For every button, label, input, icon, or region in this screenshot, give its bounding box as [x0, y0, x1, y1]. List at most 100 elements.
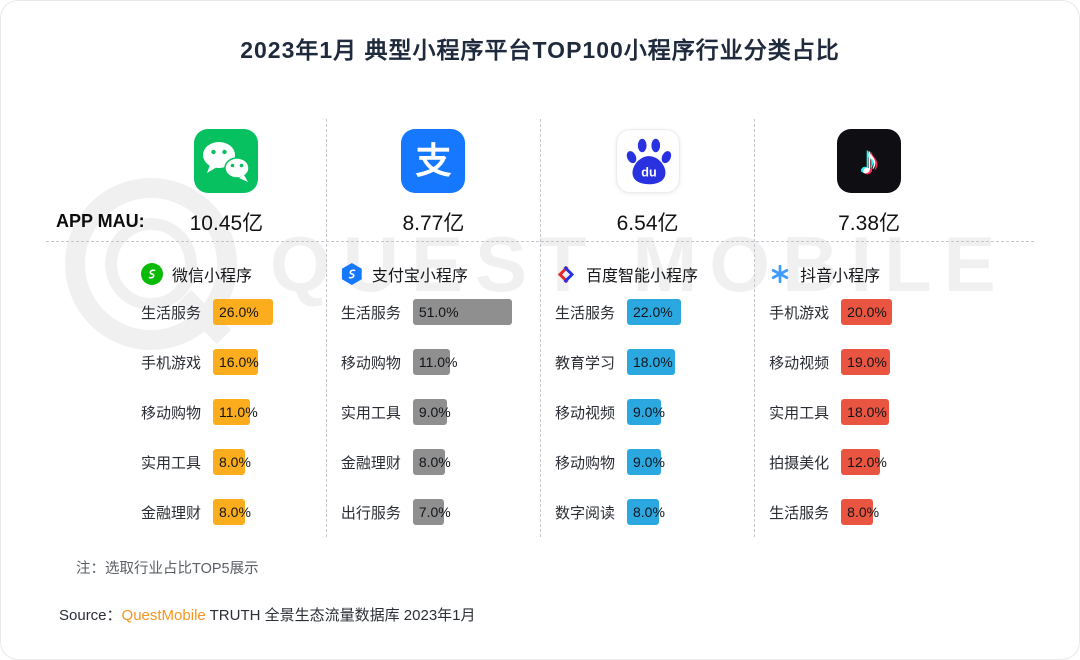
- category-bar: 8.0%: [213, 499, 251, 525]
- category-percent: 9.0%: [632, 404, 665, 420]
- category-label: 手机游戏: [769, 304, 830, 322]
- category-percent: 9.0%: [632, 454, 665, 470]
- category-bar: 8.0%: [626, 499, 665, 525]
- platform-header: 抖音小程序: [769, 261, 969, 287]
- wechat-mini-program-icon: [141, 263, 163, 285]
- category-row: 生活服务 26.0%: [141, 287, 312, 337]
- category-label: 实用工具: [769, 404, 830, 422]
- category-label: 出行服务: [340, 504, 401, 522]
- category-bar: 18.0%: [841, 399, 890, 425]
- platform-name: 抖音小程序: [800, 268, 881, 285]
- app-mau-label: APP MAU:: [56, 211, 145, 231]
- category-bar: 51.0%: [412, 299, 512, 325]
- category-row: 出行服务 7.0%: [341, 487, 526, 537]
- category-bar: 8.0%: [841, 499, 879, 525]
- app-mau-value: 7.38亿: [838, 212, 900, 235]
- alipay-logo-glyph: 支: [415, 140, 452, 181]
- douyin-note-glyph: ♪: [859, 139, 880, 183]
- category-row: 移动视频 9.0%: [555, 387, 740, 437]
- platform-name: 微信小程序: [172, 268, 253, 285]
- source-prefix: Source：: [59, 607, 122, 624]
- category-percent: 12.0%: [847, 454, 887, 470]
- category-label: 数字阅读: [554, 504, 615, 522]
- category-label: 生活服务: [554, 304, 615, 322]
- category-label: 生活服务: [769, 504, 830, 522]
- category-bar: 19.0%: [841, 349, 891, 375]
- category-label: 移动视频: [769, 354, 830, 372]
- category-bar: 9.0%: [626, 399, 665, 425]
- category-row: 移动购物 11.0%: [141, 387, 312, 437]
- chart-board: QUEST MOBILE APP MAU:: [46, 119, 1034, 537]
- category-rows: 手机游戏 20.0% 移动视频 19.0% 实用工具 18.0% 拍摄美化 12.0% 生活服务…: [769, 287, 969, 537]
- category-percent: 11.0%: [219, 404, 258, 420]
- category-bar: 11.0%: [213, 399, 258, 425]
- chart-title: 2023年1月 典型小程序平台TOP100小程序行业分类占比: [240, 37, 840, 63]
- douyin-app-icon: ♪: [837, 129, 902, 193]
- source-brand: QuestMobile: [121, 607, 206, 624]
- category-percent: 18.0%: [632, 354, 673, 370]
- source-line: Source：QuestMobile TRUTH 全景生态流量数据库 2023年…: [59, 604, 1079, 625]
- category-label: 移动视频: [554, 404, 615, 422]
- category-bar: 8.0%: [412, 449, 451, 475]
- category-bar: 12.0%: [841, 449, 887, 475]
- category-percent: 8.0%: [847, 504, 880, 520]
- category-bar: 9.0%: [626, 449, 665, 475]
- category-bar: 22.0%: [626, 299, 681, 325]
- category-label: 移动购物: [340, 354, 401, 372]
- baidu-app-icon: du: [615, 129, 680, 193]
- category-percent: 7.0%: [418, 504, 451, 520]
- category-label: 移动购物: [141, 404, 202, 422]
- category-row: 移动购物 11.0%: [341, 337, 526, 387]
- category-bar: 7.0%: [412, 499, 451, 525]
- wechat-app-icon: [194, 129, 259, 193]
- category-label: 教育学习: [554, 354, 615, 372]
- baidu-paw-icon: du: [626, 138, 671, 185]
- app-mau-value: 8.77亿: [402, 212, 465, 235]
- platform-grid: 10.45亿 微信小程序 生活服务 26.0% 手机游戏 16.0% 移动购物 11.0%…: [56, 119, 1024, 537]
- category-label: 移动购物: [554, 454, 615, 472]
- category-bar: 16.0%: [213, 349, 259, 375]
- category-percent: 19.0%: [847, 354, 887, 370]
- category-row: 移动购物 9.0%: [555, 437, 740, 487]
- category-rows: 生活服务 51.0% 移动购物 11.0% 实用工具 9.0% 金融理财 8.0% 出行服务 7.…: [341, 287, 526, 537]
- platform-column-wechat: 10.45亿 微信小程序 生活服务 26.0% 手机游戏 16.0% 移动购物 11.0%…: [56, 119, 326, 537]
- category-row: 实用工具 8.0%: [141, 437, 312, 487]
- category-row: 生活服务 51.0%: [341, 287, 526, 337]
- wechat-logo-icon: [203, 142, 251, 182]
- baidu-mini-program-icon: [555, 263, 577, 285]
- alipay-app-icon: 支: [401, 129, 466, 193]
- category-percent: 8.0%: [418, 454, 451, 470]
- category-label: 实用工具: [141, 454, 202, 472]
- category-row: 手机游戏 20.0%: [769, 287, 969, 337]
- category-rows: 生活服务 26.0% 手机游戏 16.0% 移动购物 11.0% 实用工具 8.0% 金融理财 8…: [141, 287, 312, 537]
- category-percent: 18.0%: [847, 404, 887, 420]
- category-label: 手机游戏: [141, 354, 202, 372]
- platform-column-douyin: ♪ 7.38亿 抖音小程序 手机游戏: [754, 119, 1024, 537]
- category-row: 金融理财 8.0%: [141, 487, 312, 537]
- category-percent: 8.0%: [219, 504, 251, 520]
- category-bar: 9.0%: [412, 399, 451, 425]
- category-row: 金融理财 8.0%: [341, 437, 526, 487]
- platform-header: 百度智能小程序: [555, 261, 740, 287]
- douyin-mini-program-icon: [769, 263, 791, 285]
- category-row: 生活服务 8.0%: [769, 487, 969, 537]
- category-row: 实用工具 18.0%: [769, 387, 969, 437]
- platform-name: 支付宝小程序: [371, 268, 468, 285]
- category-rows: 生活服务 22.0% 教育学习 18.0% 移动视频 9.0% 移动购物 9.0% 数字阅读 8.…: [555, 287, 740, 537]
- category-percent: 51.0%: [418, 304, 459, 320]
- platform-header: 微信小程序: [141, 261, 312, 287]
- category-row: 移动视频 19.0%: [769, 337, 969, 387]
- platform-header: 支付宝小程序: [341, 261, 526, 287]
- source-rest: TRUTH 全景生态流量数据库 2023年1月: [205, 607, 476, 624]
- svg-text:du: du: [641, 166, 656, 180]
- category-row: 手机游戏 16.0%: [141, 337, 312, 387]
- category-bar: 18.0%: [626, 349, 675, 375]
- category-percent: 8.0%: [632, 504, 665, 520]
- category-row: 教育学习 18.0%: [555, 337, 740, 387]
- platform-column-alipay: 支 8.77亿 支付宝小程序 生活服务 51.0% 移动购物 11.0% 实用工具 9.0…: [325, 119, 540, 537]
- category-label: 拍摄美化: [769, 454, 830, 472]
- app-mau-value: 6.54亿: [616, 212, 679, 235]
- category-label: 实用工具: [340, 404, 401, 422]
- platform-name: 百度智能小程序: [585, 268, 698, 285]
- category-label: 生活服务: [141, 304, 202, 322]
